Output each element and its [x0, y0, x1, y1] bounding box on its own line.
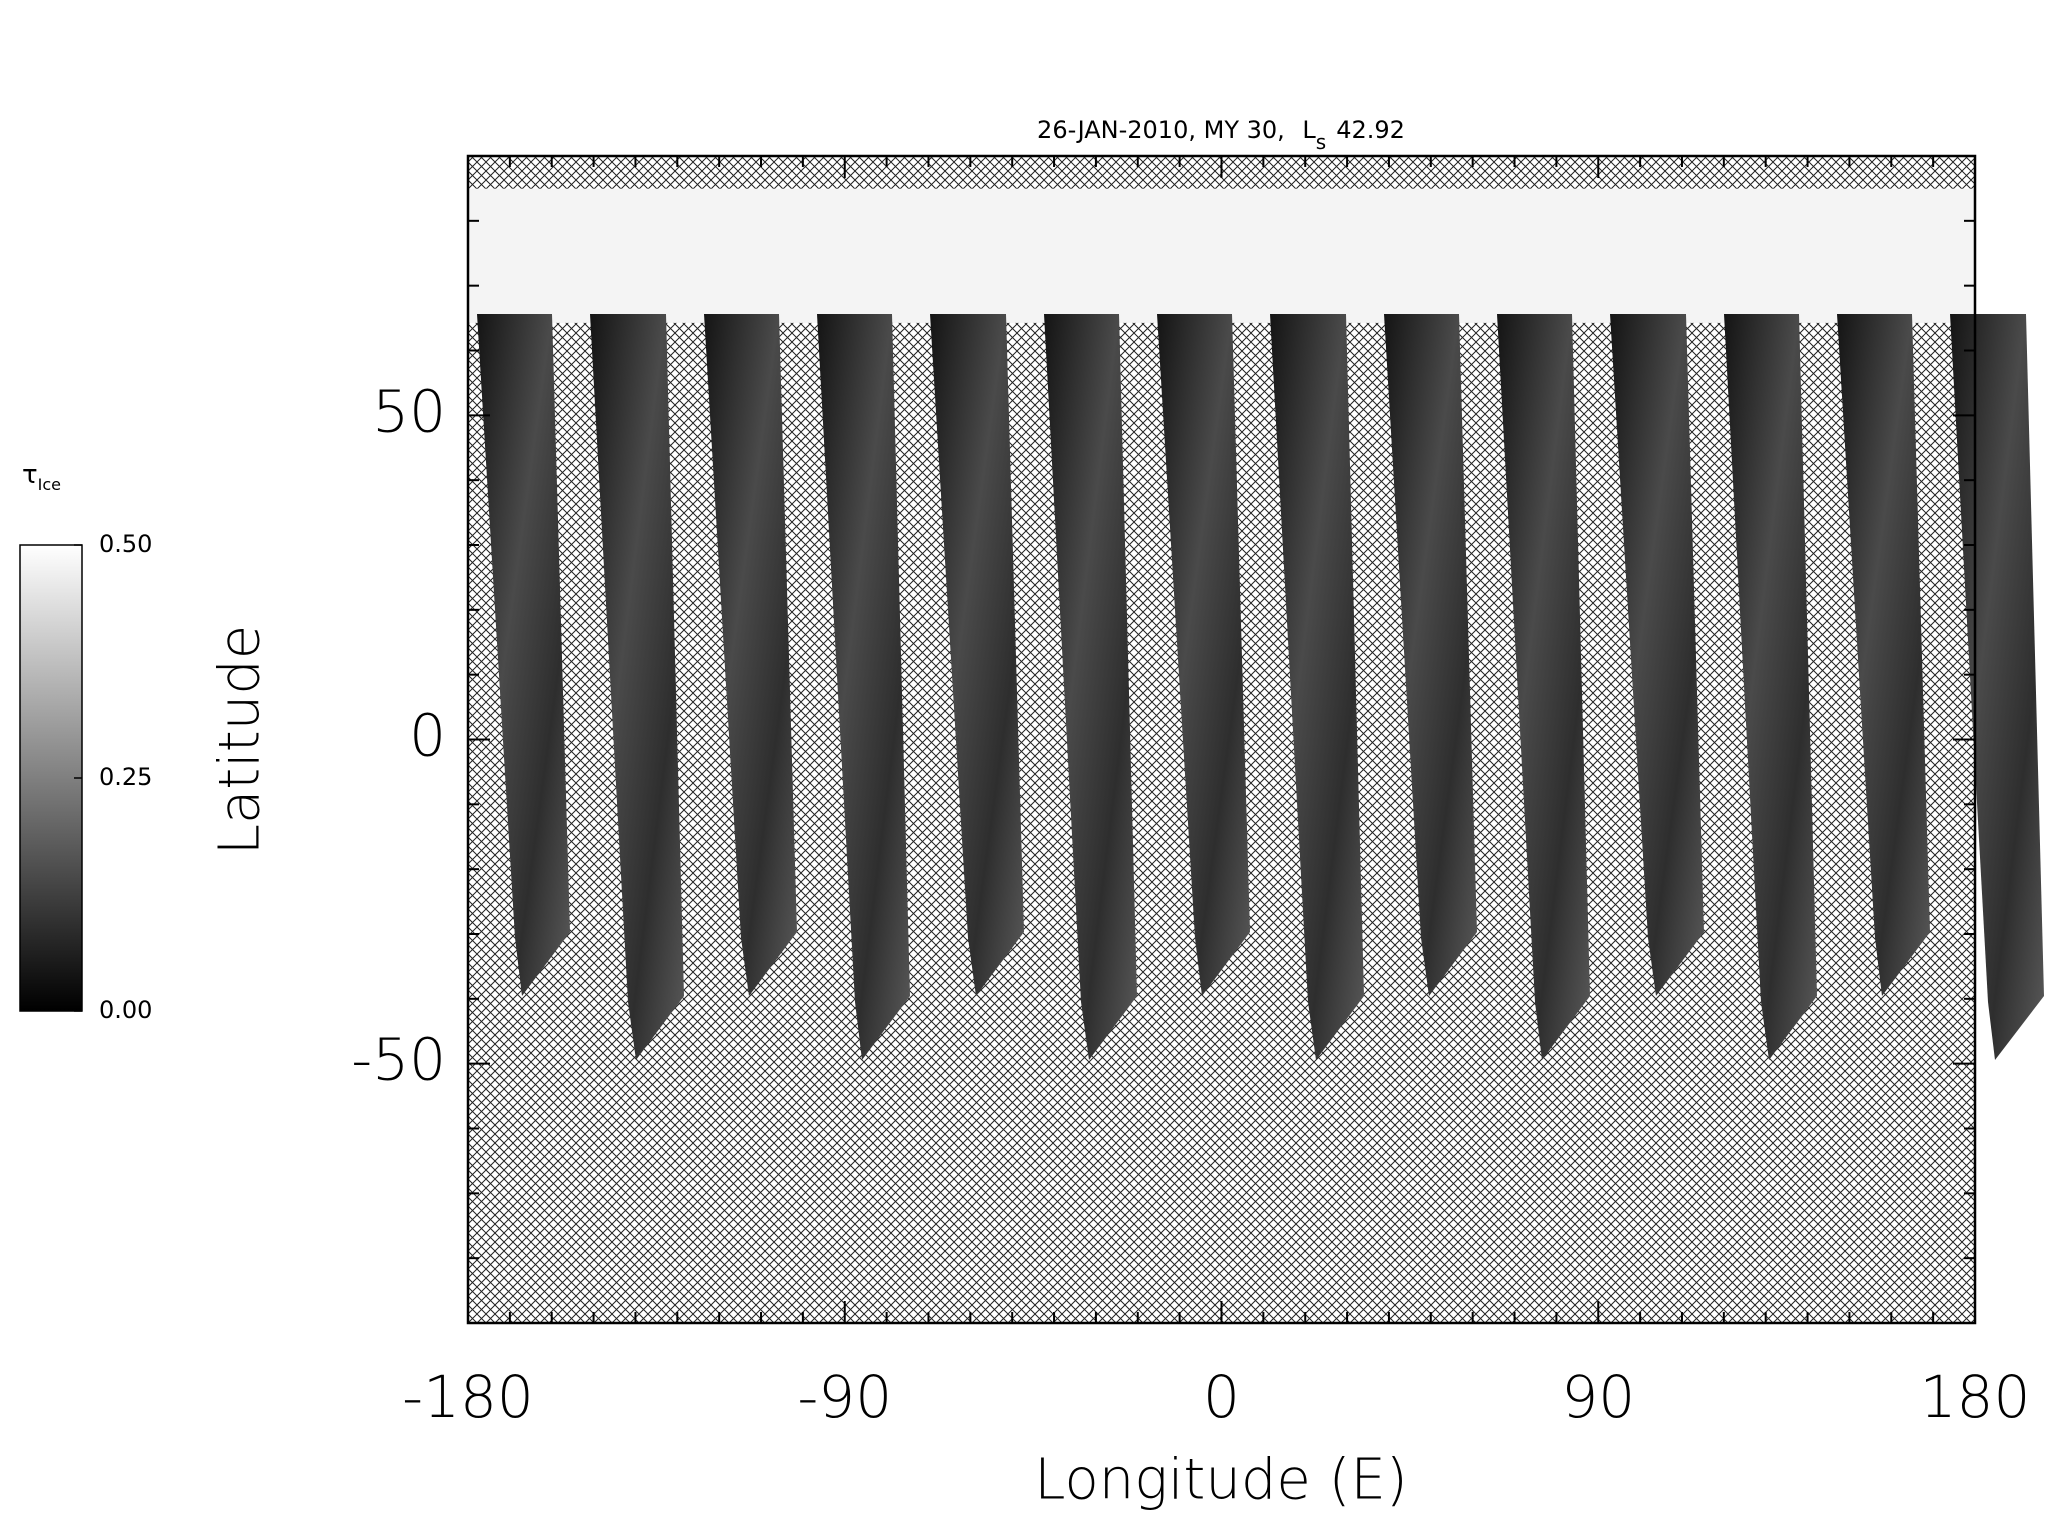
map-layer: [468, 156, 2044, 1323]
orbit-swath: [1837, 314, 1930, 996]
y-axis-label: Latitude: [207, 625, 272, 855]
colorbar-tick-label: 0.00: [99, 996, 152, 1024]
orbit-swath: [1044, 314, 1137, 1060]
orbit-swath: [1157, 314, 1250, 996]
chart-title: 26-JAN-2010, MY 30, Ls 42.92: [1037, 116, 1405, 154]
orbit-swath: [1270, 314, 1364, 1060]
colorbar-label: τIce: [22, 460, 61, 494]
orbit-swath: [1724, 314, 1817, 1060]
y-tick-label: 50: [372, 377, 446, 445]
orbit-swath: [704, 314, 797, 996]
y-tick-label: 0: [409, 702, 446, 770]
orbit-swath: [930, 314, 1024, 996]
colorbar-tick-label: 0.25: [99, 763, 152, 791]
orbit-swath: [590, 314, 684, 1060]
orbit-swath: [1384, 314, 1477, 996]
colorbar-tick-label: 0.50: [99, 530, 152, 558]
orbit-swath: [477, 314, 570, 996]
polar-cap: [468, 188, 1975, 323]
x-tick-label: -90: [797, 1363, 892, 1431]
x-tick-label: -180: [402, 1363, 534, 1431]
x-tick-label: 180: [1920, 1363, 2031, 1431]
orbit-swath: [1497, 314, 1590, 1060]
x-tick-label: 0: [1203, 1363, 1240, 1431]
x-axis-label: Longitude (E): [1034, 1447, 1407, 1512]
colorbar: [19, 544, 83, 1012]
orbit-swath: [817, 314, 910, 1060]
orbit-swath: [1950, 314, 2044, 1060]
y-tick-label: -50: [351, 1026, 446, 1094]
orbit-swath: [1610, 314, 1704, 996]
x-tick-label: 90: [1561, 1363, 1635, 1431]
